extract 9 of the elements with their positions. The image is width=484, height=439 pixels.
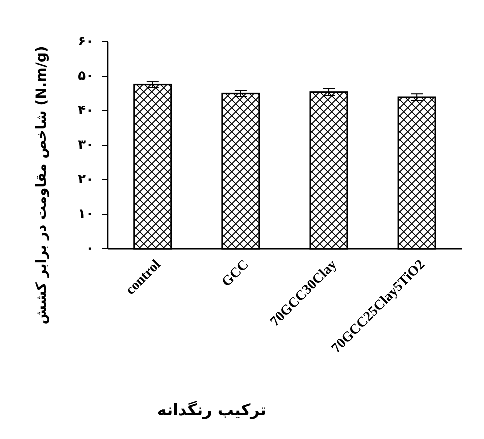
y-tick-label: ۳۰: [78, 138, 94, 153]
x-axis-title: ترکیب رنگدانه: [157, 400, 267, 420]
y-axis-title: شاخص مقاومت در برابر کشش (N.m/g): [34, 46, 50, 325]
y-tick-label: ۲۰: [78, 172, 94, 188]
y-tick-label: ۶۰: [78, 34, 94, 50]
y-tick-label: ۰: [86, 242, 94, 256]
y-tick-label: ۵۰: [78, 69, 94, 84]
y-tick-label: ۱۰: [78, 207, 94, 222]
y-tick-label: ۴۰: [78, 104, 94, 118]
